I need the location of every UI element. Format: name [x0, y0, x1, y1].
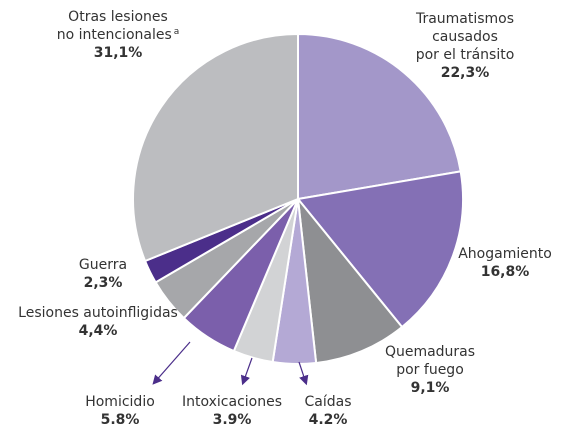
value-label: 2,3% — [83, 275, 123, 291]
value-label: 3.9% — [212, 412, 252, 425]
slice-label: Lesiones autoinfligidas 4,4% — [18, 304, 178, 340]
slice-label: Quemaduras por fuego 9,1% — [385, 343, 475, 397]
category-label: Quemaduras por fuego — [384, 344, 476, 378]
slice-label: Ahogamiento 16,8% — [458, 245, 552, 281]
value-label: 5.8% — [100, 412, 140, 425]
category-label: Ahogamiento — [458, 246, 552, 262]
slice-label: Homicidio 5.8% — [85, 393, 155, 425]
leader-arrow — [152, 341, 191, 385]
pie-slice — [132, 32, 299, 263]
category-label: Traumatismos causados por el tránsito — [415, 11, 515, 63]
leader-arrow — [298, 361, 309, 386]
footnote-mark: a — [173, 27, 180, 37]
category-label: Lesiones autoinfligidas — [18, 305, 178, 321]
value-label: 16,8% — [480, 264, 530, 280]
value-label: 4.2% — [308, 412, 348, 425]
category-label: Intoxicaciones — [181, 394, 283, 410]
category-label: Caídas — [304, 394, 352, 410]
slice-label: Intoxicaciones 3.9% — [182, 393, 282, 425]
pie-slice — [296, 170, 464, 329]
pie-slice — [296, 195, 404, 365]
pie-slice — [297, 32, 462, 201]
leader-arrow — [240, 357, 253, 386]
slice-label: Guerra 2,3% — [79, 256, 127, 292]
value-label: 31,1% — [93, 45, 143, 61]
slice-label: Caídas 4.2% — [304, 393, 351, 425]
slice-label: Otras lesiones no intencionales a 31,1% — [57, 8, 180, 62]
slice-label: Traumatismos causados por el tránsito 22,… — [414, 10, 517, 82]
value-label: 22,3% — [440, 65, 490, 81]
category-label: Otras lesiones no intencionales a — [56, 9, 180, 43]
value-label: 4,4% — [78, 323, 118, 339]
category-label: Homicidio — [85, 394, 155, 410]
value-label: 9,1% — [410, 380, 450, 396]
category-label: Guerra — [78, 257, 128, 273]
